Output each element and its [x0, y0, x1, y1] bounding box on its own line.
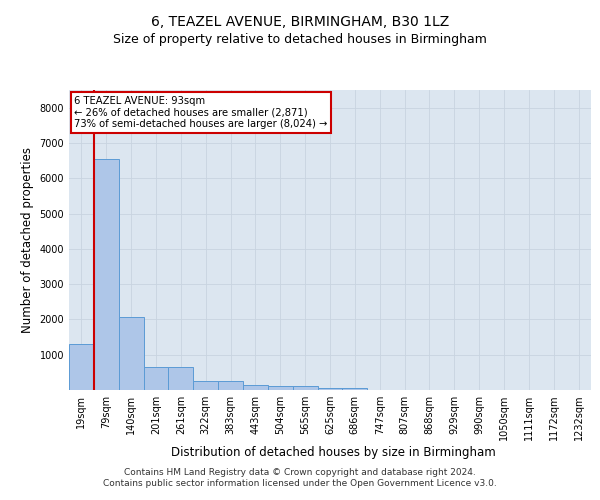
Text: 6, TEAZEL AVENUE, BIRMINGHAM, B30 1LZ: 6, TEAZEL AVENUE, BIRMINGHAM, B30 1LZ: [151, 15, 449, 29]
Bar: [169, 367, 193, 390]
Bar: [143, 367, 169, 390]
Bar: [317, 388, 343, 390]
Y-axis label: Number of detached properties: Number of detached properties: [21, 147, 34, 333]
Bar: [69, 344, 94, 390]
Bar: [94, 159, 119, 390]
Text: Distribution of detached houses by size in Birmingham: Distribution of detached houses by size …: [170, 446, 496, 459]
Bar: [293, 386, 317, 390]
Text: 6 TEAZEL AVENUE: 93sqm
← 26% of detached houses are smaller (2,871)
73% of semi-: 6 TEAZEL AVENUE: 93sqm ← 26% of detached…: [74, 96, 328, 129]
Bar: [193, 381, 218, 390]
Text: Size of property relative to detached houses in Birmingham: Size of property relative to detached ho…: [113, 32, 487, 46]
Bar: [119, 316, 143, 390]
Bar: [243, 386, 268, 390]
Text: Contains HM Land Registry data © Crown copyright and database right 2024.
Contai: Contains HM Land Registry data © Crown c…: [103, 468, 497, 487]
Bar: [218, 381, 243, 390]
Bar: [343, 388, 367, 390]
Bar: [268, 386, 293, 390]
